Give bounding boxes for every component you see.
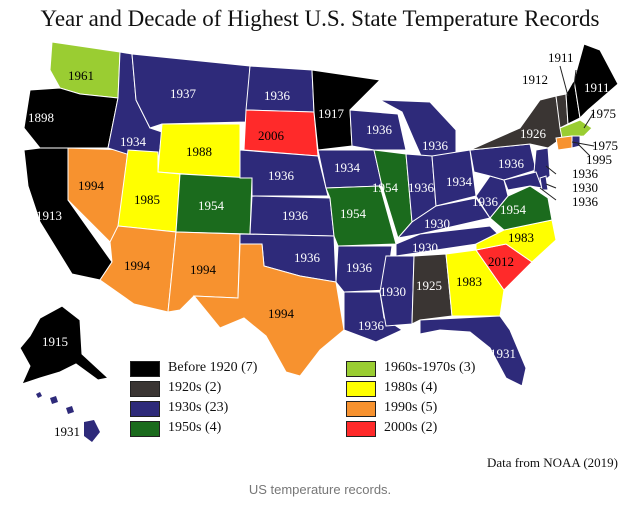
- state-hi-islands: [36, 392, 42, 398]
- label-ga: 1983: [456, 274, 482, 289]
- legend-label: 2000s (2): [384, 420, 438, 435]
- state-fl: [419, 315, 527, 387]
- label-wv: 1936: [472, 194, 499, 209]
- label-az: 1994: [124, 258, 151, 273]
- legend-swatch: [130, 421, 160, 437]
- legend-swatch: [346, 361, 376, 377]
- state-ny: [469, 95, 563, 151]
- label-mi: 1936: [422, 138, 449, 153]
- label-de: 1930: [572, 180, 598, 195]
- label-me: 1911: [584, 80, 610, 95]
- label-vt: 1912: [522, 72, 548, 87]
- label-al: 1925: [416, 278, 442, 293]
- label-pa: 1936: [498, 156, 525, 171]
- state-de: [539, 175, 549, 191]
- state-ms: [379, 255, 415, 327]
- label-nm: 1994: [190, 262, 217, 277]
- legend-swatch: [346, 421, 376, 437]
- legend-label: 1960s-1970s (3): [384, 360, 476, 375]
- label-ms: 1930: [380, 284, 406, 299]
- label-nc: 1983: [508, 230, 534, 245]
- image-caption: US temperature records.: [248, 482, 392, 497]
- state-hi-islands-3: [66, 406, 74, 414]
- leader-lines: [539, 65, 595, 201]
- label-ma: 1975: [590, 106, 616, 121]
- label-ks: 1936: [282, 208, 309, 223]
- label-mt: 1937: [170, 86, 197, 101]
- state-ar: [335, 245, 393, 293]
- map-title: Year and Decade of Highest U.S. State Te…: [40, 6, 600, 31]
- label-ne: 1936: [268, 168, 295, 183]
- label-sc: 2012: [488, 254, 514, 269]
- state-ga: [445, 249, 505, 317]
- label-ny: 1926: [520, 126, 547, 141]
- state-al: [411, 253, 453, 325]
- label-mo: 1954: [340, 206, 367, 221]
- label-or: 1898: [28, 110, 54, 125]
- label-nd: 1936: [264, 88, 291, 103]
- label-ri: 1995: [586, 152, 612, 167]
- label-ct: 1975: [592, 138, 618, 153]
- label-tn: 1930: [412, 240, 438, 255]
- label-id: 1934: [120, 134, 147, 149]
- label-ia: 1934: [334, 160, 361, 175]
- label-co: 1954: [198, 198, 225, 213]
- label-ca: 1913: [36, 208, 62, 223]
- label-md: 1936: [572, 194, 599, 209]
- label-ut: 1985: [134, 192, 160, 207]
- state-ma: [559, 119, 593, 139]
- label-va: 1954: [500, 202, 527, 217]
- legend-label: 1990s (5): [384, 400, 438, 415]
- state-ak: [19, 305, 110, 385]
- label-ky: 1930: [424, 216, 450, 231]
- label-nj: 1936: [572, 166, 599, 181]
- legend-swatch: [130, 381, 160, 397]
- label-wi: 1936: [366, 122, 393, 137]
- legend-label: 1980s (4): [384, 380, 438, 395]
- label-wy: 1988: [186, 144, 212, 159]
- label-tx: 1994: [268, 306, 295, 321]
- legend-label: 1950s (4): [168, 420, 222, 435]
- state-tx: [192, 243, 345, 377]
- label-il: 1954: [372, 180, 399, 195]
- label-ar: 1936: [346, 260, 373, 275]
- label-la: 1936: [358, 318, 385, 333]
- legend-swatch: [130, 361, 160, 377]
- label-nh: 1911: [548, 50, 574, 65]
- state-hi: [84, 420, 100, 442]
- state-hi-islands-2: [50, 396, 58, 404]
- legend-label: Before 1920 (7): [168, 360, 258, 375]
- legend-swatch: [346, 401, 376, 417]
- label-nv: 1994: [78, 178, 105, 193]
- label-hi: 1931: [54, 424, 80, 439]
- data-source: Data from NOAA (2019): [486, 455, 618, 470]
- state-wi: [349, 109, 407, 151]
- label-ok: 1936: [294, 250, 321, 265]
- label-ak: 1915: [42, 334, 68, 349]
- state-ct: [555, 135, 573, 151]
- label-oh: 1934: [446, 174, 473, 189]
- label-fl: 1931: [490, 346, 516, 361]
- legend-swatch: [346, 381, 376, 397]
- state-me: [573, 43, 619, 120]
- label-wa: 1961: [68, 68, 94, 83]
- legend-label: 1930s (23): [168, 400, 229, 415]
- label-mn: 1917: [318, 106, 345, 121]
- state-md: [503, 171, 543, 191]
- label-in: 1936: [408, 180, 435, 195]
- state-wv: [475, 175, 509, 219]
- legend-label: 1920s (2): [168, 380, 222, 395]
- legend-swatch: [130, 401, 160, 417]
- label-sd: 2006: [258, 128, 285, 143]
